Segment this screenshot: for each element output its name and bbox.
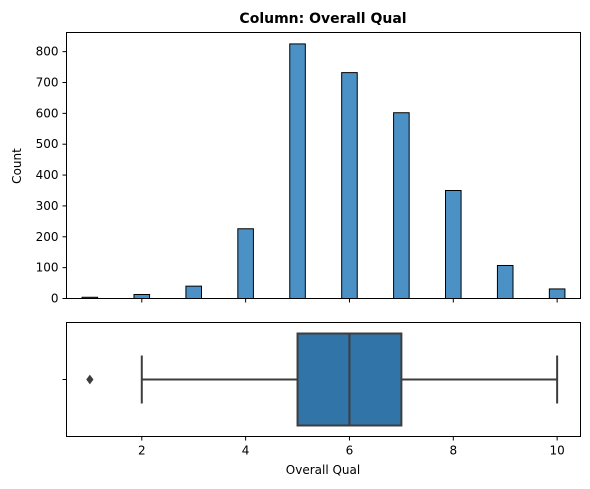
histogram-panel: Column: Overall Qual Count 0 100 200 300 400… (10, 11, 581, 306)
histogram-bar (393, 112, 410, 299)
histogram-bar (185, 285, 202, 300)
y-tick-label: 700 (36, 75, 59, 89)
x-axis-ticks: 2 4 6 8 10 (138, 436, 565, 458)
histogram-bar (237, 228, 254, 299)
y-tick-label: 300 (36, 199, 59, 213)
y-tick-label: 800 (36, 45, 59, 59)
y-tick-label: 500 (36, 137, 59, 151)
histogram-bars (81, 43, 566, 300)
histogram-bar (496, 264, 514, 300)
y-tick-label: 0 (51, 292, 59, 306)
histogram-bar (445, 189, 462, 299)
boxplot-panel: 2 4 6 8 10 Overall Qual (62, 322, 581, 477)
histogram-bar (548, 288, 566, 299)
y-tick-label: 200 (36, 230, 59, 244)
x-axis-label: Overall Qual (286, 463, 360, 477)
y-axis-ticks: 0 100 200 300 400 500 600 700 800 (36, 45, 67, 306)
y-axis-label: Count (10, 148, 24, 184)
boxplot-elements (62, 332, 559, 427)
y-tick-label: 100 (36, 261, 59, 275)
histogram-bar (341, 72, 358, 299)
chart-title: Column: Overall Qual (239, 11, 406, 27)
histogram-bar (289, 43, 306, 299)
x-tick-label: 4 (242, 444, 250, 458)
outlier-marker (86, 374, 94, 385)
x-tick-label: 8 (449, 444, 457, 458)
y-tick-label: 600 (36, 106, 59, 120)
boxplot-frame (66, 322, 581, 437)
histogram-x-ticks (141, 298, 558, 303)
x-tick-label: 2 (138, 444, 146, 458)
y-tick-label: 400 (36, 168, 59, 182)
histogram-bar (133, 293, 151, 300)
histogram-frame (66, 32, 581, 299)
x-tick-label: 6 (346, 444, 354, 458)
x-tick-label: 10 (549, 444, 564, 458)
